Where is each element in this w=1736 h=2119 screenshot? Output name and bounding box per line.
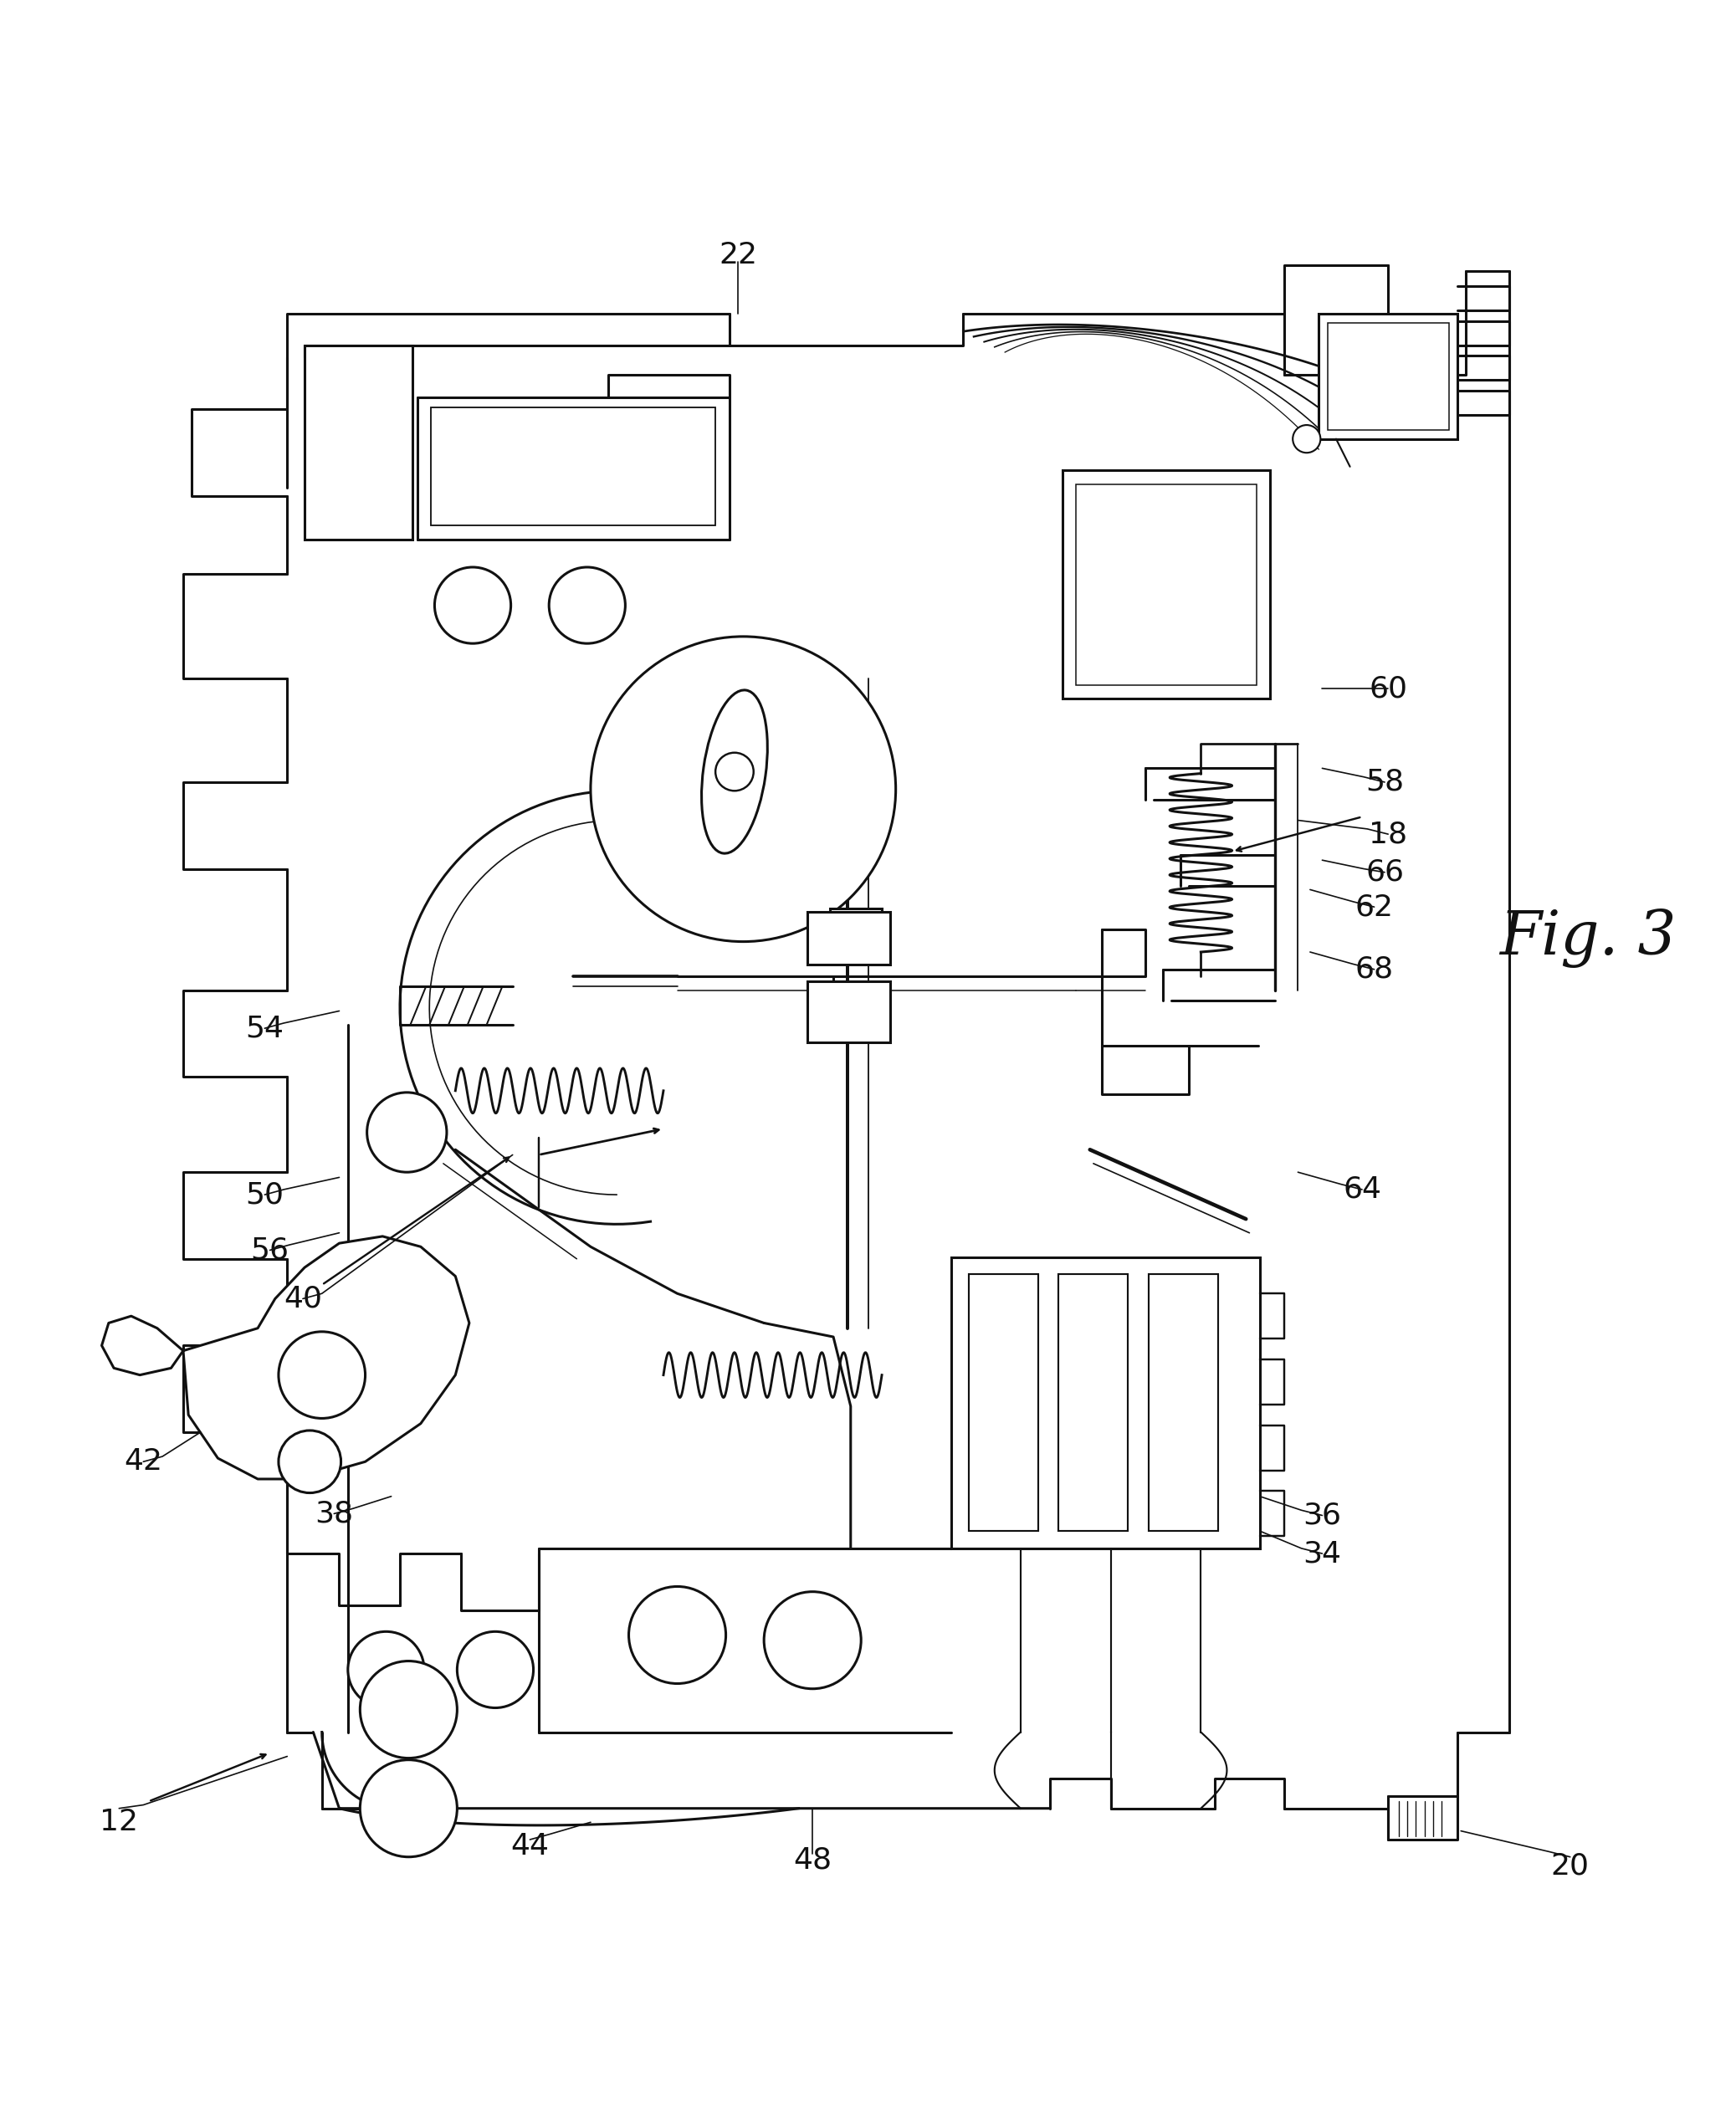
Bar bbox=[1149, 1274, 1219, 1532]
Text: 42: 42 bbox=[123, 1447, 163, 1477]
Text: 20: 20 bbox=[1550, 1852, 1590, 1880]
Text: 54: 54 bbox=[245, 1015, 285, 1043]
Circle shape bbox=[715, 752, 753, 790]
Circle shape bbox=[628, 1587, 726, 1685]
Circle shape bbox=[278, 1430, 340, 1494]
Bar bbox=[431, 407, 715, 526]
Bar bbox=[969, 1274, 1038, 1532]
Bar bbox=[951, 1257, 1260, 1549]
Circle shape bbox=[549, 568, 625, 644]
Circle shape bbox=[434, 568, 510, 644]
Text: 56: 56 bbox=[250, 1235, 290, 1265]
Text: 38: 38 bbox=[314, 1500, 354, 1528]
Bar bbox=[1328, 322, 1450, 430]
Text: 50: 50 bbox=[245, 1180, 285, 1210]
Bar bbox=[807, 911, 891, 964]
Bar bbox=[1062, 470, 1271, 699]
Text: 64: 64 bbox=[1344, 1176, 1382, 1204]
Text: 22: 22 bbox=[719, 242, 757, 269]
Text: 36: 36 bbox=[1304, 1500, 1342, 1530]
Circle shape bbox=[1293, 426, 1321, 453]
Text: Fig. 3: Fig. 3 bbox=[1498, 909, 1675, 968]
Bar bbox=[1319, 314, 1458, 439]
Text: 40: 40 bbox=[283, 1284, 323, 1314]
Bar bbox=[807, 981, 891, 1043]
Polygon shape bbox=[102, 1316, 184, 1375]
Circle shape bbox=[278, 1331, 365, 1418]
Text: 68: 68 bbox=[1354, 956, 1394, 983]
Ellipse shape bbox=[701, 691, 767, 854]
Circle shape bbox=[764, 1591, 861, 1689]
Text: 66: 66 bbox=[1366, 858, 1404, 886]
Text: 58: 58 bbox=[1364, 767, 1404, 797]
Text: 48: 48 bbox=[793, 1846, 832, 1875]
Circle shape bbox=[366, 1093, 446, 1172]
Text: 18: 18 bbox=[1368, 820, 1408, 848]
Text: 60: 60 bbox=[1370, 674, 1408, 704]
Bar bbox=[1059, 1274, 1128, 1532]
Circle shape bbox=[347, 1632, 424, 1708]
Circle shape bbox=[359, 1761, 457, 1856]
Circle shape bbox=[590, 636, 896, 941]
Circle shape bbox=[359, 1661, 457, 1759]
Text: 62: 62 bbox=[1356, 892, 1394, 922]
Circle shape bbox=[457, 1632, 533, 1708]
Text: 12: 12 bbox=[99, 1808, 139, 1837]
Bar bbox=[304, 345, 411, 540]
Text: 34: 34 bbox=[1304, 1538, 1342, 1568]
Bar bbox=[1076, 483, 1257, 684]
Text: 44: 44 bbox=[510, 1833, 549, 1860]
Bar bbox=[830, 909, 882, 951]
Polygon shape bbox=[184, 1235, 469, 1479]
